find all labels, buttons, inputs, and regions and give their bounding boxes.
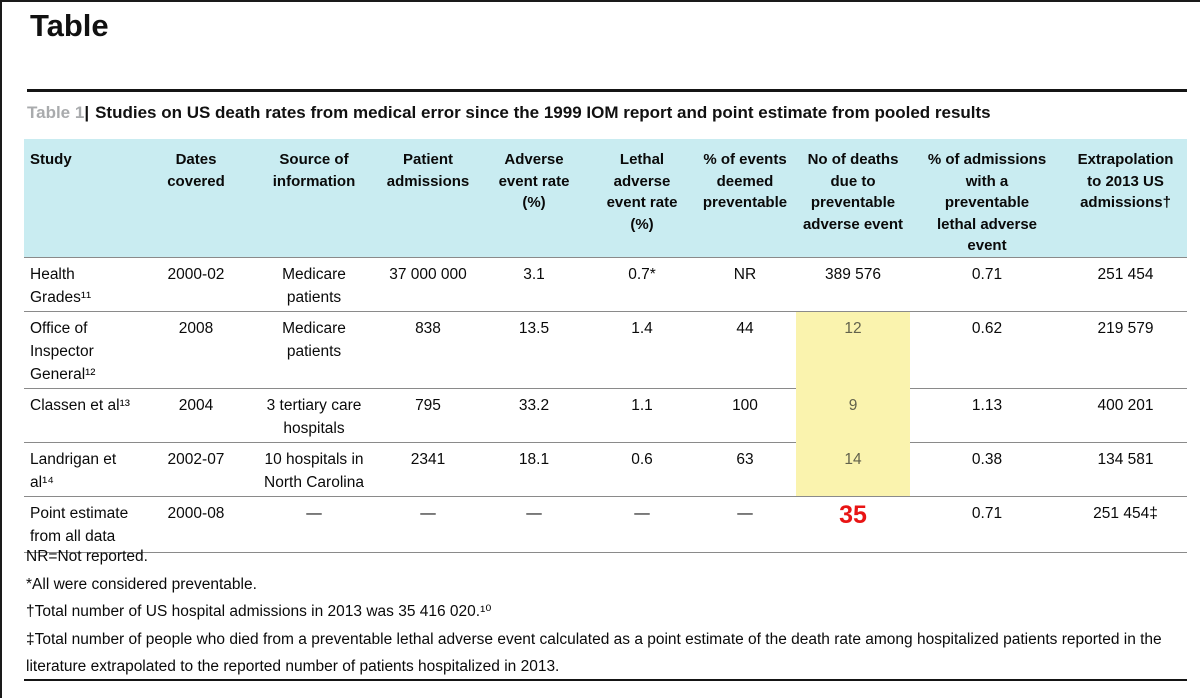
table-cell: 1.13 xyxy=(910,387,1064,442)
table-cell: — xyxy=(250,495,378,553)
table-cell: 44 xyxy=(694,310,796,388)
table-cell: — xyxy=(478,495,590,553)
table-cell: 251 454‡ xyxy=(1064,495,1187,553)
table-cell: Office of Inspector General¹² xyxy=(24,310,142,388)
column-header-lethal-adverse-event-rate: Lethal adverse event rate (%) xyxy=(590,139,694,257)
table-cell: 0.38 xyxy=(910,441,1064,496)
table-cell: NR xyxy=(694,256,796,311)
table-cell: 1.1 xyxy=(590,387,694,442)
table-cell: 795 xyxy=(378,387,478,442)
table-cell: 3 tertiary care hospitals xyxy=(250,387,378,442)
table-cell: 2000-08 xyxy=(142,495,250,553)
table-cell: 0.6 xyxy=(590,441,694,496)
column-header-extrapolation-2013: Extrapolation to 2013 US admissions† xyxy=(1064,139,1187,257)
table-cell: 400 201 xyxy=(1064,387,1187,442)
table-cell: 389 576 xyxy=(796,256,910,311)
footnote-asterisk: *All were considered preventable. xyxy=(26,575,257,593)
table-cell: 2004 xyxy=(142,387,250,442)
table-cell: — xyxy=(694,495,796,553)
table-cell: 100 xyxy=(694,387,796,442)
table-cell: 0.71 xyxy=(910,495,1064,553)
table-cell: 3.1 xyxy=(478,256,590,311)
page-title: Table xyxy=(30,8,109,43)
data-table: Study Dates covered Source of informatio… xyxy=(24,139,1187,553)
table-cell: Health Grades¹¹ xyxy=(24,256,142,311)
table-cell-highlighted: 12 xyxy=(796,310,910,388)
table-cell-highlighted: 14 xyxy=(796,441,910,496)
table-cell: 18.1 xyxy=(478,441,590,496)
table-cell-highlighted: 9 xyxy=(796,387,910,442)
table-cell: 219 579 xyxy=(1064,310,1187,388)
table-cell: 1.4 xyxy=(590,310,694,388)
table-caption-label: Table 1 xyxy=(27,103,85,122)
table-cell: 2008 xyxy=(142,310,250,388)
table-cell: 33.2 xyxy=(478,387,590,442)
table-cell: Classen et al¹³ xyxy=(24,387,142,442)
table-row-landrigan: Landrigan et al¹⁴ 2002-07 10 hospitals i… xyxy=(24,441,1187,496)
table-cell: 0.7* xyxy=(590,256,694,311)
table-cell: 37 000 000 xyxy=(378,256,478,311)
table-row-classen: Classen et al¹³ 2004 3 tertiary care hos… xyxy=(24,387,1187,442)
footnotes: NR=Not reported. *All were considered pr… xyxy=(26,543,1184,681)
table-cell: 2341 xyxy=(378,441,478,496)
table-caption: Table 1| Studies on US death rates from m… xyxy=(27,103,991,123)
column-header-study: Study xyxy=(24,139,142,257)
table-cell: 134 581 xyxy=(1064,441,1187,496)
table-cell: 251 454 xyxy=(1064,256,1187,311)
table-end-rule xyxy=(24,679,1187,681)
header-row: Study Dates covered Source of informatio… xyxy=(24,139,1187,257)
footnote-dagger: †Total number of US hospital admissions … xyxy=(26,603,492,620)
table-cell: Landrigan et al¹⁴ xyxy=(24,441,142,496)
footnote-nr: NR=Not reported. xyxy=(26,548,148,565)
column-header-admissions-preventable-lethal: % of admissions with a preventable letha… xyxy=(910,139,1064,257)
table-row-health-grades: Health Grades¹¹ 2000-02 Medicare patient… xyxy=(24,256,1187,311)
column-header-adverse-event-rate: Adverse event rate (%) xyxy=(478,139,590,257)
column-header-deaths-preventable-adverse-event: No of deaths due to preventable adverse … xyxy=(796,139,910,257)
table-cell: 0.62 xyxy=(910,310,1064,388)
table-cell: 838 xyxy=(378,310,478,388)
table-row-office-inspector-general: Office of Inspector General¹² 2008 Medic… xyxy=(24,310,1187,388)
table-cell: Medicare patients xyxy=(250,256,378,311)
table-cell: 2000-02 xyxy=(142,256,250,311)
table-caption-title: Studies on US death rates from medical e… xyxy=(95,103,991,122)
table-cell: Point estimate from all data xyxy=(24,495,142,553)
table-cell: 2002-07 xyxy=(142,441,250,496)
column-header-events-deemed-preventable: % of events deemed preventable xyxy=(694,139,796,257)
table-cell: 0.71 xyxy=(910,256,1064,311)
caption-top-rule xyxy=(27,89,1187,92)
column-header-source-of-information: Source of information xyxy=(250,139,378,257)
table-cell-point-estimate-deaths: 35 xyxy=(796,495,910,553)
column-header-patient-admissions: Patient admissions xyxy=(378,139,478,257)
table-row-point-estimate: Point estimate from all data 2000-08 — —… xyxy=(24,495,1187,553)
column-header-dates-covered: Dates covered xyxy=(142,139,250,257)
footnote-double-dagger: ‡Total number of people who died from a … xyxy=(26,630,1162,676)
table-cell: — xyxy=(378,495,478,553)
table-cell: Medicare patients xyxy=(250,310,378,388)
table-cell: — xyxy=(590,495,694,553)
table-cell: 63 xyxy=(694,441,796,496)
table-caption-separator: | xyxy=(84,103,90,122)
table-cell: 10 hospitals in North Carolina xyxy=(250,441,378,496)
table-cell: 13.5 xyxy=(478,310,590,388)
